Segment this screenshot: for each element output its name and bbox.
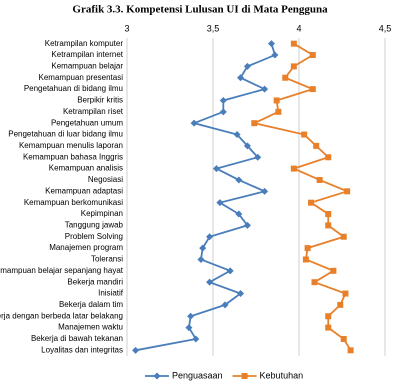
marker (199, 244, 207, 252)
y-tick-label: Kemampuan adaptasi (45, 186, 123, 195)
marker (132, 346, 140, 354)
marker (235, 176, 243, 184)
y-tick-label: Pengetahuan umum (51, 118, 123, 127)
marker (261, 187, 269, 195)
y-tick-label: Manajemen waktu (58, 323, 123, 332)
y-tick-label: Bekerja dengan berbeda latar belakang (0, 311, 123, 320)
marker (290, 165, 297, 172)
marker (219, 108, 227, 116)
series-line (251, 42, 352, 351)
marker (309, 52, 316, 59)
marker (313, 142, 320, 149)
marker (340, 233, 347, 240)
marker (340, 335, 347, 342)
marker (309, 86, 316, 93)
marker (197, 255, 205, 263)
marker (308, 199, 315, 206)
marker (267, 40, 275, 48)
y-tick-label: Kemampuan menulis laporan (19, 141, 123, 150)
y-tick-label: Bekerja dalam tim (59, 300, 123, 309)
y-tick-label: Problem Solving (65, 232, 123, 241)
marker (185, 324, 193, 332)
marker (275, 108, 282, 115)
y-tick-label: Toleransi (91, 255, 123, 264)
y-tick-label: Pengetahuan di bidang ilmu (24, 84, 123, 93)
y-tick-label: Berpikir kritis (77, 96, 123, 105)
marker (342, 290, 349, 297)
marker (235, 210, 243, 218)
x-tick-label: 3,5 (207, 23, 220, 33)
marker (325, 222, 332, 229)
y-tick-label: Kemampuan presentasi (39, 73, 124, 82)
y-tick-label: Pengetahuan di luar bidang ilmu (8, 130, 123, 139)
marker (190, 119, 198, 127)
marker (251, 120, 258, 127)
marker (192, 335, 200, 343)
y-tick-label: Kemampuan belajar (51, 62, 123, 71)
marker (219, 96, 227, 104)
y-tick-label: Manajemen program (49, 243, 123, 252)
marker (261, 85, 269, 93)
marker (212, 165, 220, 173)
marker (271, 51, 279, 59)
x-tick-label: 3 (124, 23, 129, 33)
y-tick-label: Ketrampilan komputer (45, 39, 124, 48)
marker (302, 256, 309, 263)
y-tick-label: Loyalitas dan integritas (41, 345, 123, 354)
marker (206, 278, 214, 286)
legend-label: Penguasaan (172, 370, 223, 380)
y-tick-label: Kemampuan analisis (49, 164, 123, 173)
y-tick-label: Ketrampilan riset (63, 107, 124, 116)
marker (344, 188, 351, 195)
x-tick-label: 4 (296, 23, 301, 33)
marker (216, 199, 224, 207)
marker (290, 40, 297, 47)
marker (221, 301, 229, 309)
legend-marker (153, 372, 161, 380)
chart-title: Grafik 3.3. Kompetensi Lulusan UI di Mat… (72, 4, 328, 16)
y-tick-label: Bekerja di bawah tekanan (31, 334, 123, 343)
y-tick-label: Kemampuan bahasa Inggris (23, 152, 123, 161)
marker (237, 74, 245, 82)
marker (243, 221, 251, 229)
y-tick-label: Inisiatif (98, 289, 124, 298)
y-tick-label: Bekerja mandiri (67, 277, 123, 286)
marker (243, 142, 251, 150)
marker (206, 233, 214, 241)
marker (325, 154, 332, 161)
marker (325, 313, 332, 320)
y-tick-label: Kepimpinan (81, 209, 123, 218)
marker (316, 176, 323, 183)
marker (325, 211, 332, 218)
y-tick-label: Negosiasi (88, 175, 123, 184)
marker (337, 301, 344, 308)
marker (330, 267, 337, 274)
marker (311, 279, 318, 286)
marker (290, 63, 297, 70)
marker (187, 312, 195, 320)
y-tick-label: Kemampuan belajar sepanjang hayat (0, 266, 124, 275)
y-tick-label: Kemampuan berkomunikasi (24, 198, 123, 207)
marker (273, 97, 280, 104)
marker (282, 74, 289, 81)
marker (233, 131, 241, 139)
y-tick-label: Ketrampilan internet (51, 50, 123, 59)
legend-marker (241, 373, 248, 379)
marker (237, 290, 245, 298)
y-tick-label: Tanggung jawab (65, 221, 124, 230)
marker (301, 131, 308, 138)
marker (254, 153, 262, 161)
marker (347, 347, 354, 354)
series-line (135, 43, 277, 352)
marker (325, 324, 332, 331)
legend-label: Kebutuhan (260, 370, 304, 380)
marker (304, 245, 311, 252)
x-tick-label: 4,5 (379, 23, 392, 33)
marker (243, 62, 251, 70)
marker (226, 267, 234, 275)
